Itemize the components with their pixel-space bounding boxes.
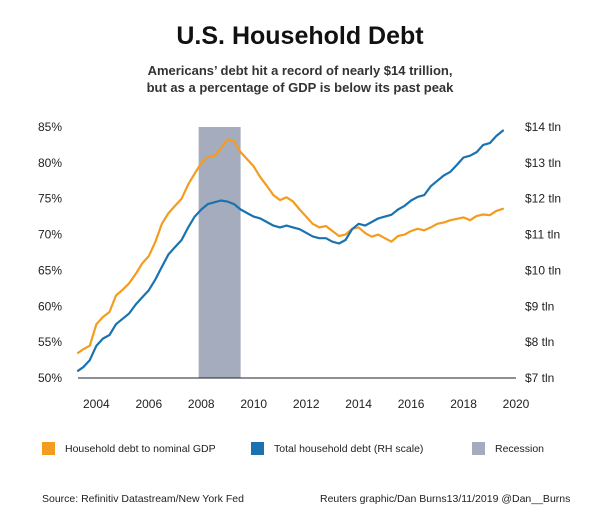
legend-recession: Recession — [472, 442, 544, 455]
x-tick-label-2006: 2006 — [135, 397, 162, 411]
x-tick-label-2004: 2004 — [83, 397, 110, 411]
y-left-tick-label-85: 85% — [38, 120, 62, 134]
y-right-tick-label-11: $11 tln — [525, 228, 560, 242]
chart-subtitle: Americans’ debt hit a record of nearly $… — [0, 62, 600, 96]
legend-gdp: Household debt to nominal GDP — [42, 442, 216, 455]
x-tick-label-2014: 2014 — [345, 397, 372, 411]
legend-recession-swatch — [472, 442, 485, 455]
y-left-tick-label-65: 65% — [38, 263, 62, 277]
y-left-tick-label-75: 75% — [38, 192, 62, 206]
source-note: Source: Refinitiv Datastream/New York Fe… — [42, 493, 244, 505]
subtitle-line-1: Americans’ debt hit a record of nearly $… — [147, 63, 453, 78]
y-right-tick-label-12: $12 tln — [525, 192, 561, 206]
legend-debt-swatch — [251, 442, 264, 455]
legend-gdp-label: Household debt to nominal GDP — [65, 442, 216, 455]
x-tick-label-2016: 2016 — [398, 397, 425, 411]
y-right-tick-label-14: $14 tln — [525, 120, 561, 134]
legend-gdp-swatch — [42, 442, 55, 455]
chart-title: U.S. Household Debt — [176, 22, 424, 50]
x-tick-label-2020: 2020 — [503, 397, 530, 411]
subtitle-line-2: but as a percentage of GDP is below its … — [146, 80, 454, 95]
y-right-tick-label-7: $7 tln — [525, 371, 554, 385]
x-tick-label-2018: 2018 — [450, 397, 477, 411]
y-left-tick-label-60: 60% — [38, 299, 62, 313]
recession-band — [198, 127, 241, 378]
x-tick-label-2010: 2010 — [240, 397, 267, 411]
y-right-tick-label-13: $13 tln — [525, 156, 561, 170]
y-left-tick-label-55: 55% — [38, 335, 62, 349]
x-tick-label-2012: 2012 — [293, 397, 320, 411]
gdp-ratio-line — [76, 138, 504, 354]
legend-debt: Total household debt (RH scale) — [251, 442, 423, 455]
credit-note: Reuters graphic/Dan Burns13/11/2019 @Dan… — [320, 493, 571, 505]
total-debt-line — [76, 129, 504, 372]
y-left-tick-label-70: 70% — [38, 228, 62, 242]
x-tick-label-2008: 2008 — [188, 397, 215, 411]
y-right-tick-label-10: $10 tln — [525, 263, 561, 277]
legend-debt-label: Total household debt (RH scale) — [274, 442, 424, 455]
y-left-tick-label-50: 50% — [38, 371, 62, 385]
y-right-tick-label-9: $9 tln — [525, 299, 554, 313]
y-left-tick-label-80: 80% — [38, 156, 62, 170]
y-right-tick-label-8: $8 tln — [525, 335, 554, 349]
legend-recession-label: Recession — [495, 442, 545, 455]
